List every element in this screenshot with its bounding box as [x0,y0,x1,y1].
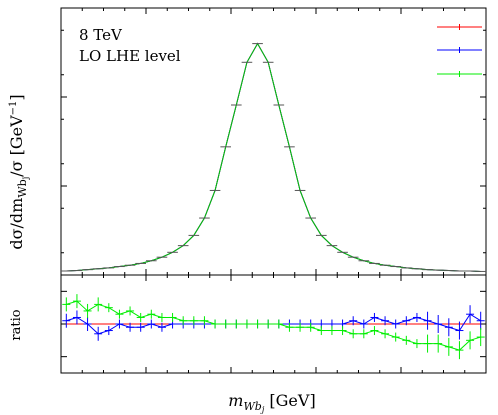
legend [437,24,482,77]
ratio-line-2 [66,300,481,351]
x-axis-label-subsub: j [260,405,265,414]
main-y-axis-label: dσ/dmWbj/σ [GeV−1] [7,94,30,249]
x-axis-label-sub: Wb [243,400,261,413]
annotation-level: LO LHE level [79,47,181,65]
ratio-panel [60,274,487,374]
x-axis-label-unit: [GeV] [264,391,315,410]
x-axis-label-main: m [228,391,243,410]
series-line-ttdec [66,42,481,272]
series-line-bb4l [66,42,481,272]
x-axis-label: mWbj [GeV] [228,391,315,414]
series-line-hvq [66,42,481,272]
annotation-energy: 8 TeV [79,26,123,44]
ratio-y-axis-label: ratio [9,309,24,340]
